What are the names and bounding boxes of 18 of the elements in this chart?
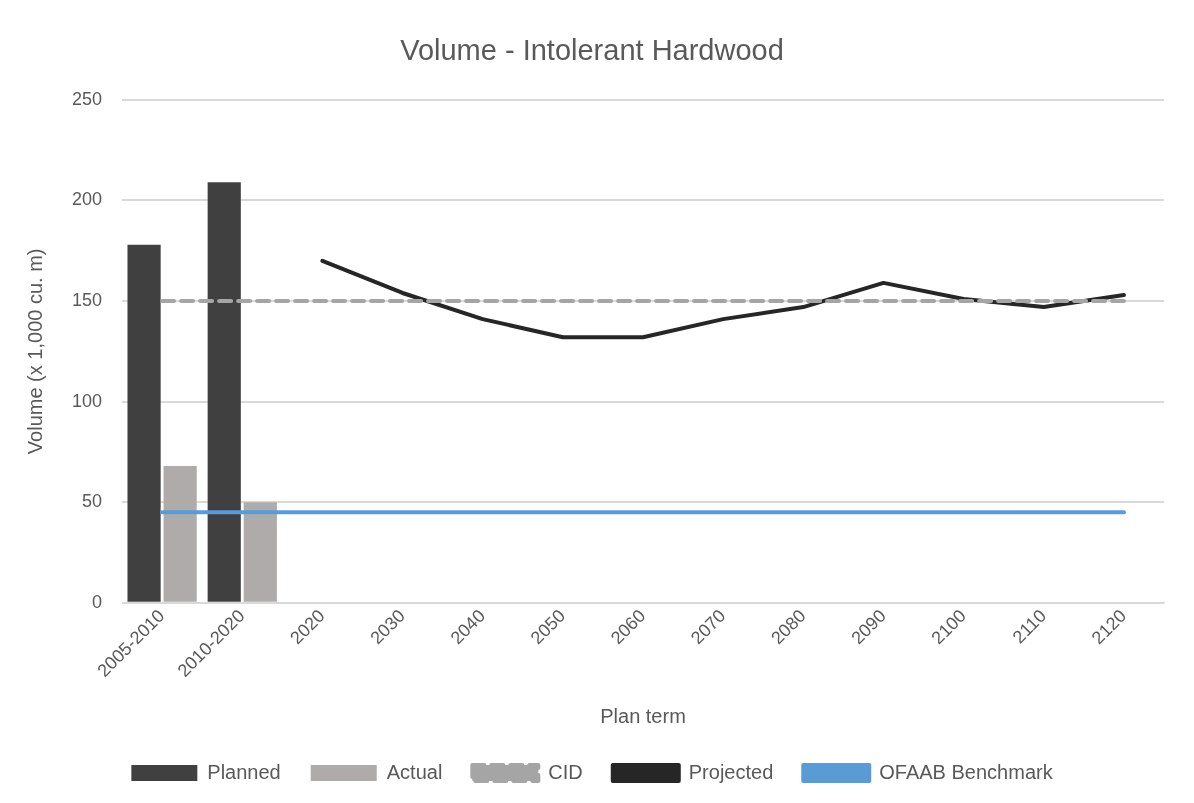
bar (243, 502, 277, 602)
legend-label: CID (548, 760, 583, 783)
legend-label: OFAAB Benchmark (879, 760, 1054, 783)
y-tick-label: 0 (92, 591, 103, 612)
y-axis-title: Volume (x 1,000 cu. m) (23, 248, 46, 455)
y-tick-label: 100 (71, 390, 103, 411)
y-tick-label: 150 (71, 289, 103, 310)
y-tick-label: 50 (82, 491, 103, 512)
bar (127, 244, 161, 602)
y-tick-label: 250 (71, 88, 103, 109)
bar (207, 182, 241, 602)
y-tick-label: 200 (71, 189, 103, 210)
legend-label: Actual (386, 760, 443, 783)
legend-label: Planned (207, 760, 281, 783)
chart-title: Volume - Intolerant Hardwood (400, 34, 784, 67)
legend-label: Projected (688, 760, 774, 783)
bar (163, 466, 197, 602)
x-axis-title: Plan term (600, 704, 686, 727)
